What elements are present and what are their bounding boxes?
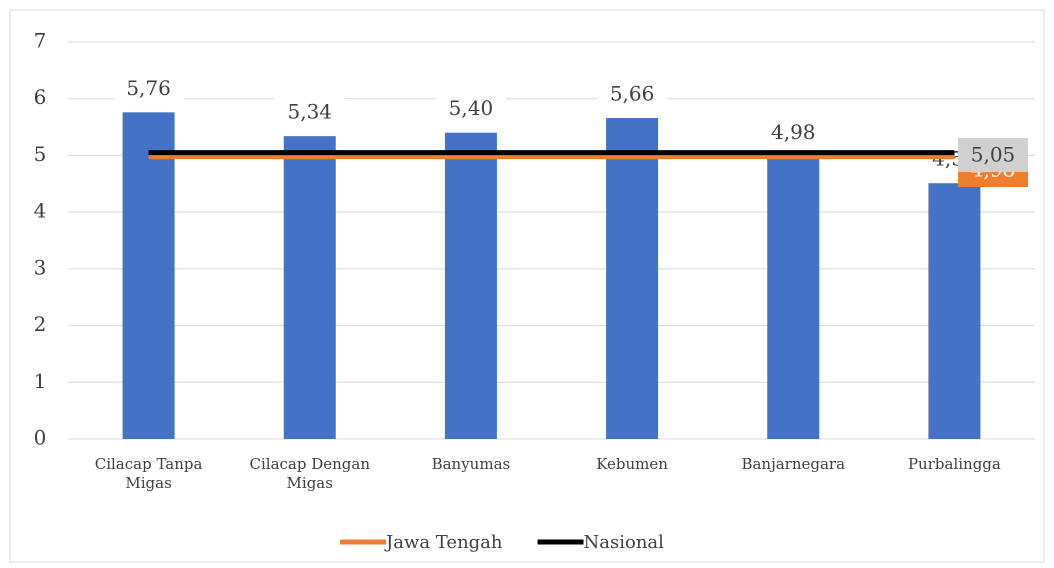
y-tick-label: 0 — [34, 426, 47, 450]
y-tick-label: 1 — [34, 369, 47, 393]
bar — [444, 132, 497, 439]
y-tick-label: 4 — [34, 199, 47, 223]
y-tick-label: 7 — [34, 29, 47, 53]
bar — [928, 183, 981, 439]
data-label-bg — [758, 115, 829, 150]
bar — [606, 117, 659, 440]
line-label-bg — [958, 138, 1028, 172]
data-label: 5,76 — [126, 76, 171, 100]
data-label-bg — [274, 95, 345, 130]
x-tick-label: Banyumas — [431, 455, 511, 473]
y-tick-label: 5 — [34, 142, 47, 166]
x-tick-label: Purbalingga — [907, 455, 1001, 473]
x-tick-label: Cilacap Dengan Migas — [249, 455, 371, 492]
data-label-bg — [597, 76, 668, 111]
data-label-bg — [435, 91, 506, 126]
data-label-bg — [113, 71, 184, 106]
legend-label: Jawa Tengah — [384, 532, 503, 553]
x-tick-label: Cilacap Tanpa Migas — [94, 455, 203, 492]
data-label: 4,98 — [771, 120, 816, 144]
line-label: 5,05 — [971, 143, 1016, 167]
bar — [122, 112, 175, 439]
legend-label: Nasional — [584, 532, 665, 553]
bar — [283, 136, 336, 439]
data-label: 5,66 — [610, 81, 655, 105]
x-tick-label: Kebumen — [596, 455, 668, 473]
x-tick-label: Banjarnegara — [741, 455, 846, 473]
bar — [767, 156, 820, 439]
data-label: 5,34 — [287, 100, 332, 124]
y-tick-label: 3 — [34, 255, 47, 279]
y-tick-label: 6 — [34, 85, 47, 109]
data-label: 5,40 — [449, 96, 494, 120]
y-tick-label: 2 — [34, 312, 47, 336]
